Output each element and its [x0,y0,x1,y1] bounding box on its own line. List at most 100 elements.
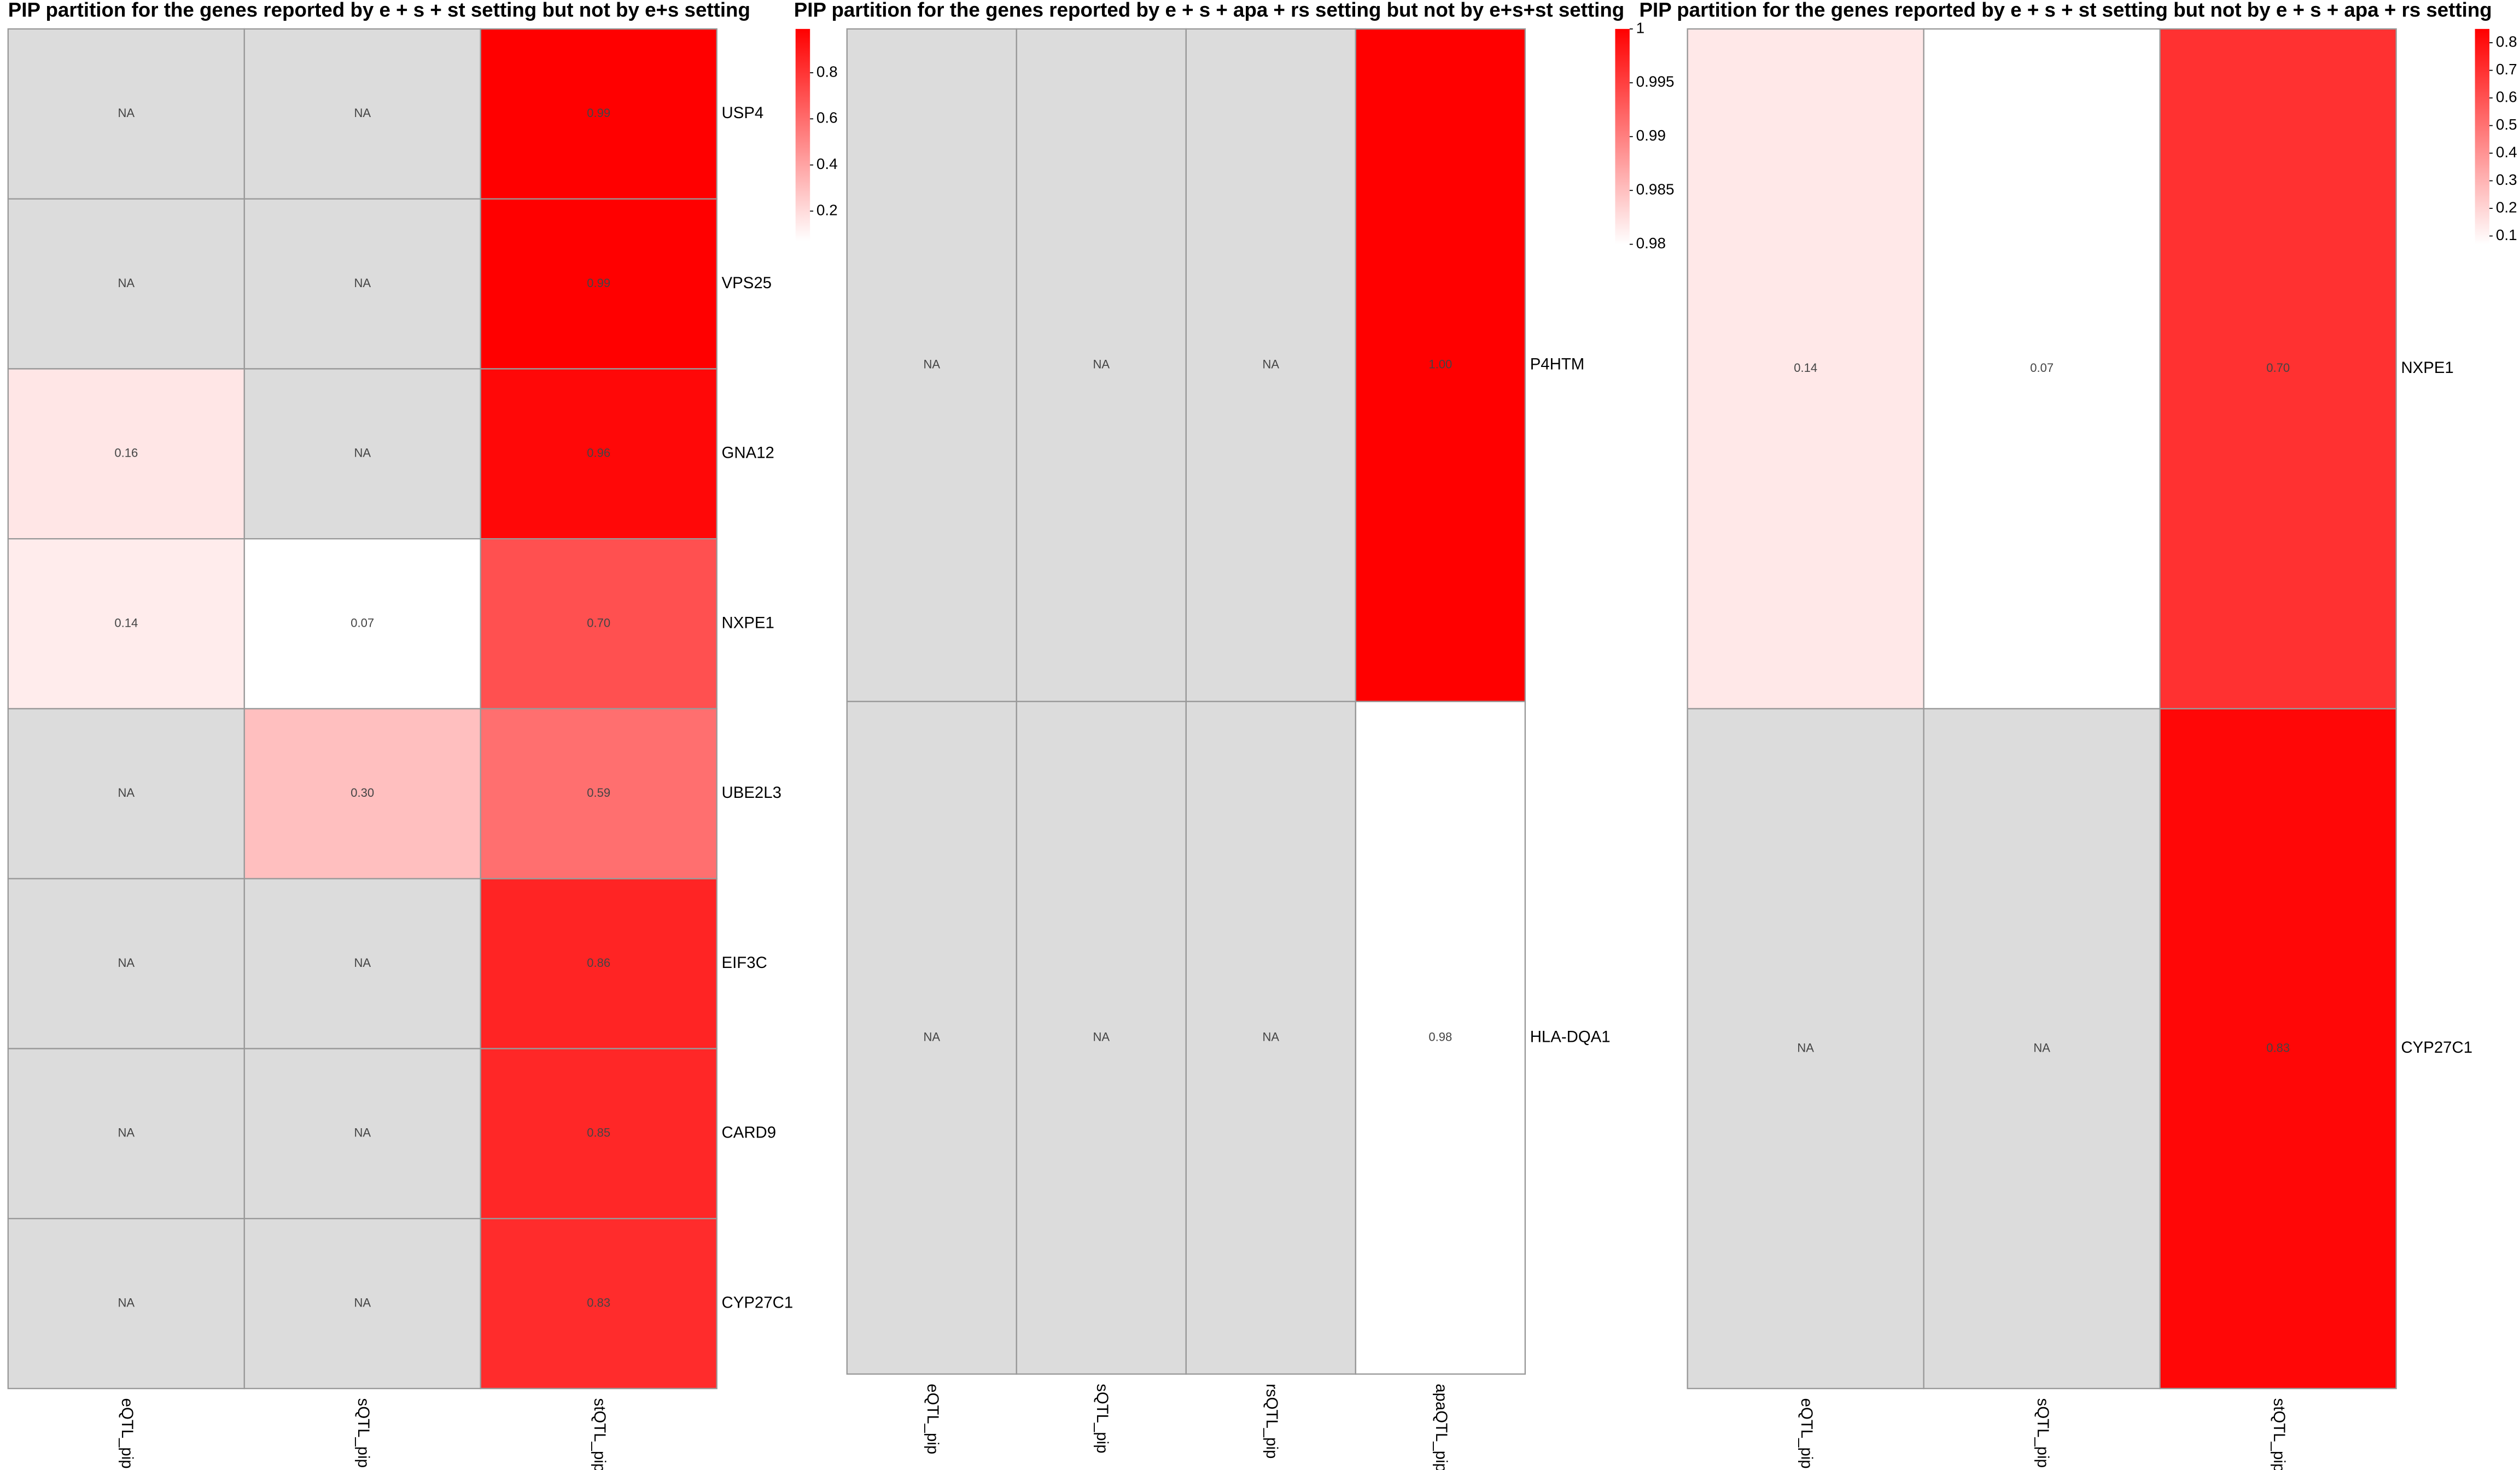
column-label: stQTL_pip [2270,1398,2288,1470]
cell-label: 0.16 [114,446,138,460]
cell-label: 0.14 [114,616,138,629]
cell-label: NA [2033,1041,2050,1054]
column-label: sQTL_pip [1093,1384,1111,1453]
heatmap-cell [480,198,718,370]
row-label: USP4 [722,104,764,122]
heatmap-cell [243,878,481,1049]
heatmap-cell [243,1218,481,1390]
cell-label: 0.83 [587,1296,610,1309]
cell-label: 1.00 [1428,358,1452,371]
colorbar-tick-label: 0.99 [1636,127,1666,144]
cell-label: NA [354,1126,371,1140]
cell-label: 0.30 [351,786,374,800]
cell-label: NA [354,446,371,460]
heatmap-cell [1355,28,1526,702]
cell-label: NA [1263,1030,1280,1043]
cell-label: NA [118,1296,135,1309]
column-label: eQTL_pip [1798,1398,1816,1469]
cell-label: 0.07 [2030,361,2054,375]
chart-title: PIP partition for the genes reported by … [794,0,1624,21]
cell-label: 0.07 [351,616,374,629]
heatmap-cell [2159,28,2397,710]
heatmap-cell [480,538,718,710]
heatmap-cell [7,708,245,879]
cell-label: NA [1093,358,1110,371]
colorbar-tick-label: 0.98 [1636,235,1666,252]
cell-label: NA [923,358,940,371]
cell-label: 0.86 [587,956,610,970]
colorbar-tick-label: 0.8 [816,63,838,80]
colorbar-tick-label: 0.2 [816,201,838,218]
colorbar-tick-label: 0.4 [816,155,838,172]
colorbar [795,28,810,241]
row-label: NXPE1 [722,614,774,632]
cell-label: 0.83 [2266,1041,2290,1054]
cell-label: 0.99 [587,276,610,290]
column-label: eQTL_pip [118,1398,136,1469]
heatmap-cell [243,708,481,879]
cell-label: NA [118,276,135,290]
heatmap-cell [1185,28,1357,702]
heatmap-cell [1185,701,1357,1375]
heatmap-cell [7,538,245,710]
cell-label: NA [118,786,135,800]
heatmap-cell [480,878,718,1049]
heatmap-cell [7,28,245,200]
colorbar [1615,28,1630,244]
row-label: UBE2L3 [722,784,781,802]
row-label: P4HTM [1530,355,1585,374]
colorbar-tick-label: 0.8 [2496,33,2517,50]
heatmap-cell [1355,701,1526,1375]
cell-label: NA [354,106,371,120]
cell-label: NA [118,106,135,120]
colorbar-tick-label: 0.985 [1636,181,1675,198]
chart-title: PIP partition for the genes reported by … [8,0,750,21]
colorbar-tick-label: 0.2 [2496,199,2517,215]
heatmap-cell [480,708,718,879]
row-label: VPS25 [722,274,772,292]
row-label: NXPE1 [2401,359,2453,377]
column-label: stQTL_pip [591,1398,609,1470]
cell-label: 0.96 [587,446,610,460]
heatmap-cell [1016,28,1187,702]
cell-label: NA [1797,1041,1814,1054]
cell-label: NA [118,1126,135,1140]
heatmap-cell [1923,708,2161,1390]
colorbar-tick-label: 0.6 [816,109,838,126]
heatmap-cell [243,368,481,540]
heatmap-cell [2159,708,2397,1390]
heatmap-cell [846,28,1017,702]
heatmap-cell [1687,708,1924,1390]
colorbar-tick-label: 0.995 [1636,73,1675,90]
heatmap-cell [243,1048,481,1220]
heatmap-cell [7,1218,245,1390]
cell-label: 0.98 [1428,1030,1452,1043]
row-label: EIF3C [722,954,767,972]
heatmap-cell [1687,28,1924,710]
colorbar-tick-label: 0.4 [2496,143,2517,160]
heatmap-cell [1016,701,1187,1375]
row-label: CARD9 [722,1124,777,1142]
cell-label: 0.70 [2266,361,2290,375]
column-label: apaQTL_pip [1432,1384,1450,1470]
heatmap-cell [7,198,245,370]
column-label: sQTL_pip [354,1398,372,1468]
colorbar-tick-label: 0.7 [2496,61,2517,78]
heatmap-cell [480,28,718,200]
cell-label: 0.14 [1794,361,1817,375]
heatmap-cell [7,878,245,1049]
column-label: rsQTL_pip [1263,1384,1281,1459]
row-label: CYP27C1 [2401,1039,2472,1057]
colorbar-tick-label: 0.6 [2496,88,2517,105]
colorbar [2475,28,2490,244]
chart-title: PIP partition for the genes reported by … [1640,0,2492,21]
colorbar-tick-label: 0.1 [2496,226,2517,243]
heatmap-cell [7,368,245,540]
heatmap-cell [243,198,481,370]
cell-label: 0.59 [587,786,610,800]
colorbar-tick-label: 0.3 [2496,171,2517,188]
heatmap-cell [7,1048,245,1220]
colorbar-tick-label: 1 [1636,19,1645,36]
column-label: eQTL_pip [924,1384,942,1454]
